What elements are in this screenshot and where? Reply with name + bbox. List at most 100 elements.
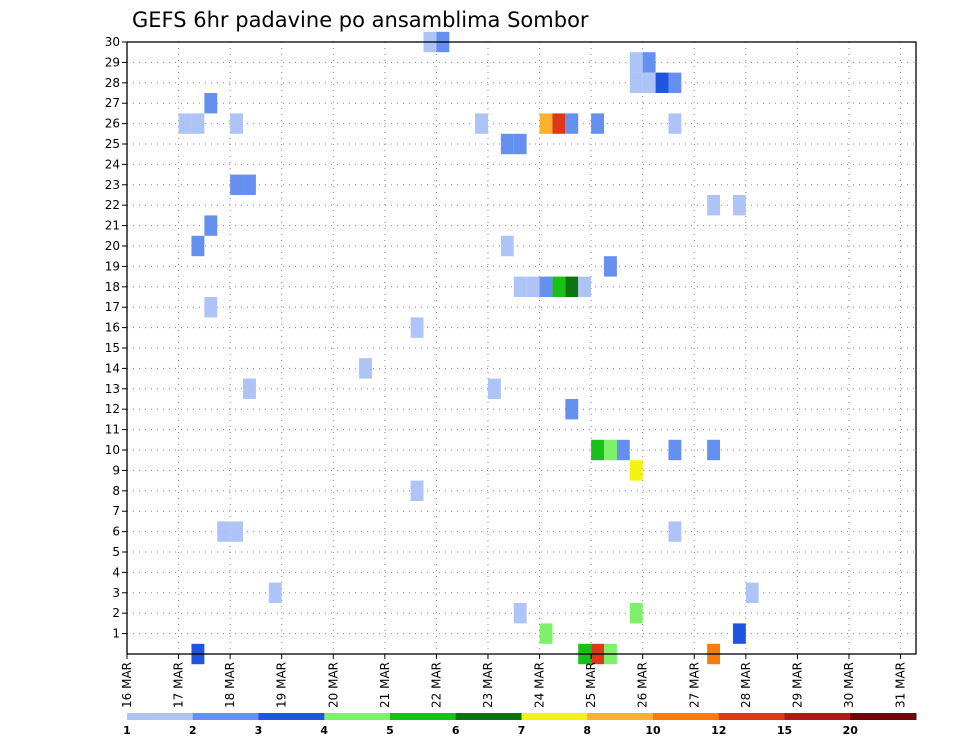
precip-cell (565, 113, 579, 134)
legend-color-swatch (587, 713, 654, 720)
x-tick-label: 31 MAR (894, 662, 908, 708)
precip-cell (513, 603, 527, 624)
y-tick-label: 27 (105, 96, 120, 110)
precip-cell (668, 113, 682, 134)
y-tick-label: 30 (105, 35, 120, 49)
precip-cell (552, 276, 566, 297)
precip-cell (487, 378, 501, 399)
y-tick-label: 14 (105, 361, 120, 375)
legend-tick-label: 7 (518, 724, 526, 737)
x-tick-label: 20 MAR (326, 662, 340, 708)
precip-cell (410, 317, 424, 338)
precip-cell (552, 113, 566, 134)
precip-cell (616, 439, 630, 461)
y-axis: 1234567891011121314151617181920212223242… (105, 35, 127, 641)
precip-cell (178, 113, 192, 134)
precip-cell (629, 460, 643, 481)
y-tick-label: 16 (105, 321, 120, 335)
precip-cell (591, 113, 605, 134)
y-tick-label: 26 (105, 117, 120, 131)
y-tick-label: 7 (112, 504, 120, 518)
legend-color-swatch (521, 713, 588, 720)
precip-cell (629, 603, 643, 624)
precip-cell (565, 276, 579, 297)
precip-cell (500, 235, 514, 257)
precip-cell (707, 195, 721, 216)
precip-cell (707, 439, 721, 461)
y-tick-label: 17 (105, 300, 120, 314)
precip-cell (732, 195, 746, 216)
y-tick-label: 2 (112, 606, 120, 620)
legend-tick-label: 5 (386, 724, 394, 737)
x-tick-label: 24 MAR (533, 662, 547, 708)
chart-title: GEFS 6hr padavine po ansamblima Sombor (132, 8, 589, 32)
y-tick-label: 9 (112, 463, 120, 477)
x-tick-label: 27 MAR (687, 662, 701, 708)
precip-cell (204, 93, 218, 114)
precip-cell (732, 623, 746, 644)
y-tick-label: 20 (105, 239, 120, 253)
x-tick-label: 23 MAR (481, 662, 495, 708)
legend-tick-label: 15 (777, 724, 792, 737)
x-tick-label: 22 MAR (429, 662, 443, 708)
y-tick-label: 21 (105, 219, 120, 233)
y-tick-label: 24 (105, 157, 120, 171)
precip-cell (230, 521, 244, 542)
y-tick-label: 5 (112, 545, 120, 559)
legend-tick-label: 3 (255, 724, 263, 737)
y-tick-label: 4 (112, 565, 120, 579)
legend-color-swatch (324, 713, 391, 720)
precip-cell (500, 133, 514, 155)
y-tick-label: 12 (105, 402, 120, 416)
y-tick-label: 1 (112, 627, 120, 641)
y-tick-label: 13 (105, 382, 120, 396)
precip-cell (539, 623, 553, 644)
y-tick-label: 6 (112, 525, 120, 539)
precip-cell (359, 358, 372, 379)
x-tick-label: 21 MAR (378, 662, 392, 708)
x-tick-label: 25 MAR (584, 662, 598, 708)
y-tick-label: 15 (105, 341, 120, 355)
legend-tick-label: 6 (452, 724, 460, 737)
precip-cell (217, 521, 231, 542)
precip-cell (668, 72, 682, 93)
x-tick-label: 18 MAR (223, 662, 237, 708)
precip-cell (591, 439, 605, 461)
precip-cell (191, 235, 205, 257)
precip-cell (230, 113, 244, 134)
precip-cell (539, 276, 553, 297)
precip-cell (745, 582, 759, 603)
legend-color-swatch (390, 713, 457, 720)
y-tick-label: 22 (105, 198, 120, 212)
y-tick-label: 23 (105, 178, 120, 192)
y-tick-label: 3 (112, 586, 120, 600)
precip-cell (475, 113, 488, 134)
legend-color-swatch (718, 713, 785, 720)
legend-color-swatch (258, 713, 325, 720)
legend-color-swatch (653, 713, 720, 720)
legend-color-swatch (850, 713, 917, 720)
precip-cell (604, 256, 617, 277)
precip-cell (191, 113, 205, 134)
legend-tick-label: 12 (711, 724, 726, 737)
y-tick-label: 19 (105, 259, 120, 273)
precip-cell (526, 276, 540, 297)
x-tick-label: 29 MAR (790, 662, 804, 708)
legend-tick-label: 8 (583, 724, 591, 737)
precip-cell (243, 378, 256, 399)
precip-cell (642, 72, 656, 93)
grid-lines (127, 42, 916, 654)
x-tick-label: 17 MAR (172, 662, 186, 708)
precip-cell (268, 582, 282, 603)
x-tick-label: 28 MAR (739, 662, 753, 708)
precip-cell (668, 521, 682, 542)
precip-cell (243, 174, 256, 195)
y-tick-label: 11 (105, 423, 120, 437)
precip-cell (410, 480, 424, 501)
y-tick-label: 28 (105, 76, 120, 90)
legend-color-swatch (455, 713, 522, 720)
precip-cell (604, 439, 617, 461)
x-tick-label: 19 MAR (275, 662, 289, 708)
color-legend: 1 2 3 4 5 6 7 8 10 12 15 20 (123, 713, 917, 737)
